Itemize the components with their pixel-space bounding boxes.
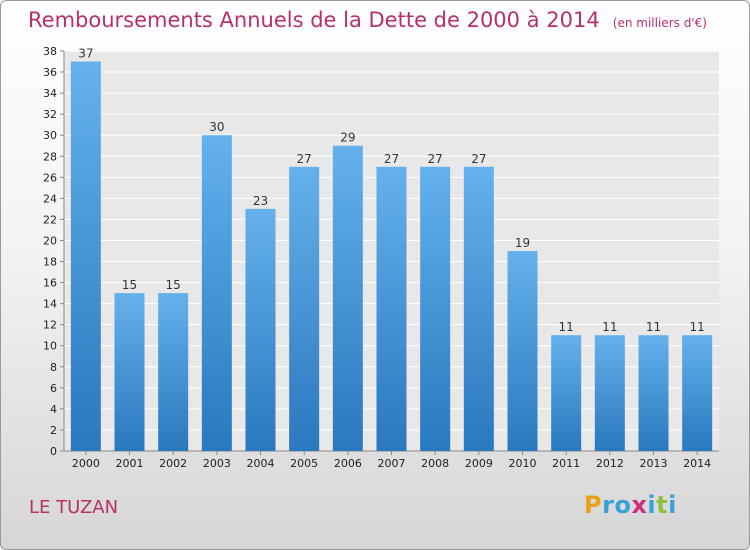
y-tick-label: 4 — [50, 403, 57, 416]
y-tick-label: 20 — [43, 234, 57, 247]
commune-name: LE TUZAN — [29, 497, 119, 518]
logo-letter: t — [656, 491, 669, 519]
x-tick-label: 2010 — [509, 457, 537, 470]
bar-value-label: 27 — [428, 152, 443, 166]
x-tick-label: 2011 — [552, 457, 580, 470]
bar — [420, 166, 451, 451]
chart-title: Remboursements Annuels de la Dette de 20… — [28, 8, 707, 32]
bar-value-label: 27 — [384, 152, 399, 166]
x-tick-label: 2008 — [421, 457, 449, 470]
proxiti-logo[interactable]: Proxiti — [584, 491, 677, 519]
bar — [158, 293, 189, 451]
y-tick-label: 34 — [43, 87, 57, 100]
y-tick-label: 2 — [50, 424, 57, 437]
bar — [114, 293, 145, 451]
bar-value-label: 11 — [646, 320, 661, 334]
bar — [70, 61, 101, 452]
bar-value-label: 30 — [209, 120, 224, 134]
x-tick-label: 2012 — [596, 457, 624, 470]
chart-title-text: Remboursements Annuels de la Dette de 20… — [28, 8, 600, 32]
bar-value-label: 19 — [515, 236, 530, 250]
y-tick-label: 0 — [50, 445, 57, 458]
bar-value-label: 15 — [166, 278, 181, 292]
y-tick-label: 6 — [50, 382, 57, 395]
logo-letter: x — [631, 491, 648, 519]
bar-value-label: 27 — [297, 152, 312, 166]
bar-value-label: 23 — [253, 194, 268, 208]
bar — [332, 145, 363, 451]
bar-value-label: 27 — [471, 152, 486, 166]
y-tick-label: 38 — [43, 45, 57, 58]
y-tick-label: 36 — [43, 66, 57, 79]
y-tick-label: 32 — [43, 108, 57, 121]
y-tick-label: 8 — [50, 361, 57, 374]
y-tick-label: 14 — [43, 298, 57, 311]
y-tick-label: 10 — [43, 340, 57, 353]
bar-value-label: 11 — [559, 320, 574, 334]
y-tick-label: 30 — [43, 129, 57, 142]
x-tick-label: 2005 — [290, 457, 318, 470]
y-tick-label: 24 — [43, 192, 57, 205]
x-tick-label: 2000 — [72, 457, 100, 470]
y-tick-label: 26 — [43, 171, 57, 184]
y-tick-label: 18 — [43, 256, 57, 269]
bar-value-label: 11 — [690, 320, 705, 334]
bar — [463, 166, 494, 451]
bar — [376, 166, 407, 451]
bar — [551, 335, 582, 451]
bar — [289, 166, 320, 451]
logo-letter: o — [614, 491, 632, 519]
bar — [594, 335, 625, 451]
bar — [638, 335, 669, 451]
y-tick-label: 12 — [43, 319, 57, 332]
x-tick-label: 2001 — [116, 457, 144, 470]
chart-unit: (en milliers d'€) — [612, 16, 707, 30]
bar-value-label: 29 — [340, 131, 355, 145]
logo-letter: P — [584, 491, 603, 519]
x-tick-label: 2009 — [465, 457, 493, 470]
y-tick-label: 22 — [43, 213, 57, 226]
x-tick-label: 2006 — [334, 457, 362, 470]
bar — [201, 135, 232, 452]
bar — [682, 335, 713, 451]
x-tick-label: 2002 — [159, 457, 187, 470]
bar-value-label: 15 — [122, 278, 137, 292]
x-tick-label: 2014 — [683, 457, 711, 470]
y-tick-label: 16 — [43, 277, 57, 290]
logo-letter: r — [602, 491, 615, 519]
x-tick-label: 2003 — [203, 457, 231, 470]
bar-value-label: 37 — [78, 47, 93, 61]
y-tick-label: 28 — [43, 150, 57, 163]
bar — [507, 251, 538, 451]
logo-letter: i — [647, 491, 657, 519]
logo-letter: i — [668, 491, 677, 519]
bar-value-label: 11 — [602, 320, 617, 334]
bar — [245, 208, 276, 451]
x-tick-label: 2013 — [640, 457, 668, 470]
x-tick-label: 2007 — [378, 457, 406, 470]
x-tick-label: 2004 — [247, 457, 275, 470]
